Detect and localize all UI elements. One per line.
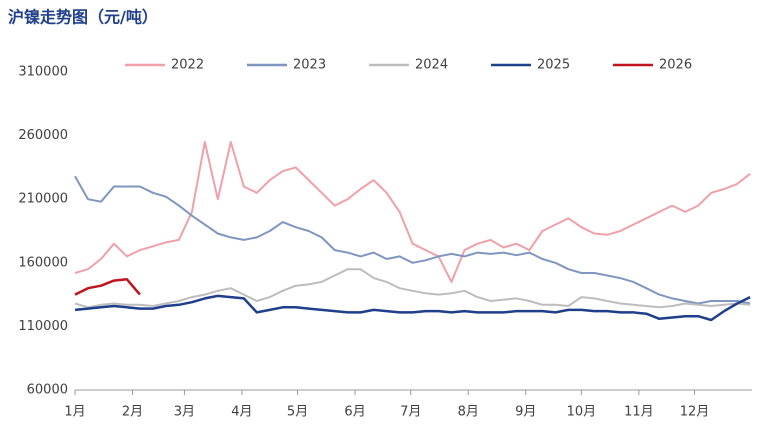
series-line bbox=[74, 175, 751, 305]
x-tick-label: 8月 bbox=[458, 405, 479, 420]
x-tick-label: 12月 bbox=[680, 405, 710, 420]
chart-title: 沪镍走势图（元/吨） bbox=[8, 8, 158, 27]
legend-label: 2025 bbox=[537, 58, 570, 73]
x-tick-label: 9月 bbox=[515, 405, 536, 420]
x-tick-label: 1月 bbox=[64, 405, 85, 420]
legend-label: 2023 bbox=[293, 58, 326, 73]
x-tick-label: 11月 bbox=[624, 405, 654, 420]
series-line bbox=[74, 141, 751, 283]
series-line bbox=[74, 268, 751, 309]
x-tick-label: 10月 bbox=[567, 405, 597, 420]
series-line bbox=[74, 278, 141, 296]
y-tick-label: 160000 bbox=[18, 255, 68, 270]
legend-label: 2024 bbox=[415, 58, 448, 73]
series-line bbox=[74, 294, 751, 322]
x-tick-label: 7月 bbox=[400, 405, 421, 420]
y-tick-label: 260000 bbox=[18, 128, 68, 143]
x-tick-label: 2月 bbox=[122, 405, 143, 420]
y-tick-label: 110000 bbox=[18, 319, 68, 334]
legend-label: 2022 bbox=[171, 58, 204, 73]
x-tick-label: 5月 bbox=[287, 405, 308, 420]
legend-label: 2026 bbox=[659, 58, 692, 73]
x-tick-label: 4月 bbox=[231, 405, 252, 420]
x-tick-label: 3月 bbox=[174, 405, 195, 420]
x-tick-label: 6月 bbox=[344, 405, 365, 420]
y-tick-label: 210000 bbox=[18, 192, 68, 207]
y-tick-label: 310000 bbox=[18, 65, 68, 80]
y-tick-label: 60000 bbox=[27, 383, 68, 398]
